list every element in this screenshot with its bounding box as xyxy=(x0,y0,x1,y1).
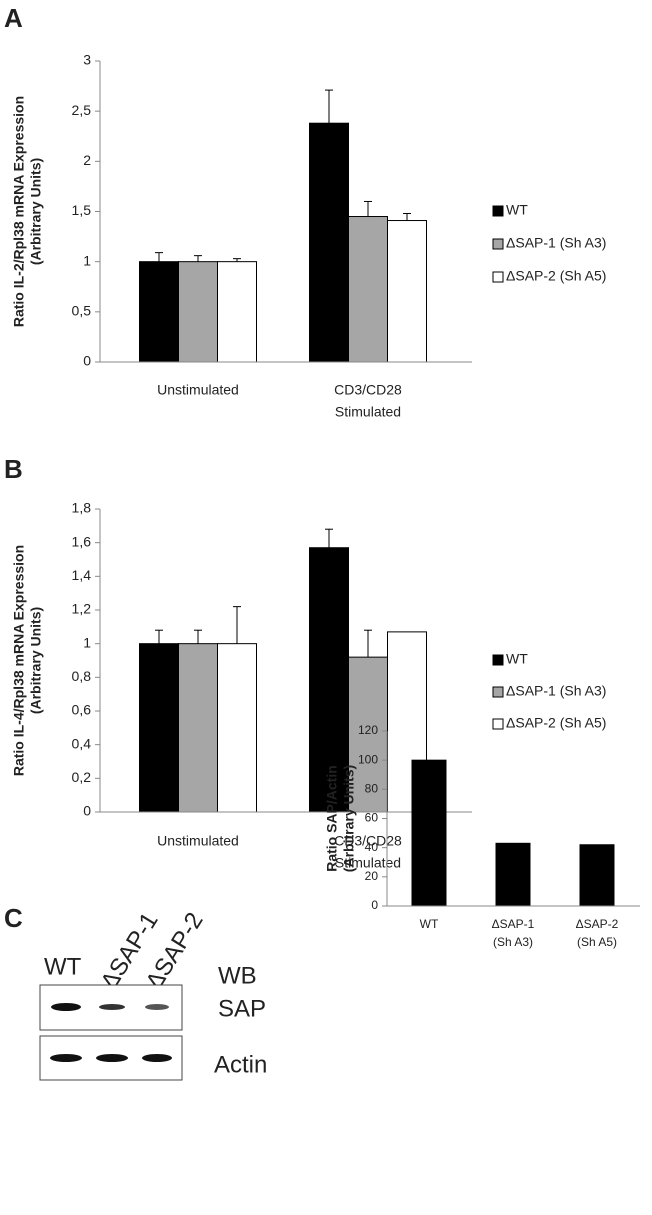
blot-row-label: SAP xyxy=(218,995,266,1022)
y-tick-label: 0 xyxy=(83,353,91,369)
legend-swatch xyxy=(492,271,504,283)
bar xyxy=(217,643,257,813)
x-tick-label: ΔSAP-1 xyxy=(492,917,535,931)
x-tick-label: (Sh A5) xyxy=(577,935,617,949)
x-tick-label: CD3/CD28 xyxy=(334,833,402,849)
error-bar xyxy=(155,252,163,262)
legend-label: ΔSAP-2 (Sh A5) xyxy=(506,715,606,731)
y-tick-label: 1,2 xyxy=(72,601,92,617)
x-tick-label: Unstimulated xyxy=(157,382,239,398)
y-axis-label: Ratio IL-4/Rpl38 mRNA Expression xyxy=(11,545,27,776)
y-tick-label: 3 xyxy=(83,52,91,68)
y-tick-label: 120 xyxy=(358,723,378,737)
y-tick-label: 0,2 xyxy=(72,769,92,785)
y-tick-label: 1 xyxy=(83,252,91,268)
blot-method: WB xyxy=(218,962,257,989)
bar xyxy=(139,643,179,813)
x-tick-label: Unstimulated xyxy=(157,833,239,849)
error-bar xyxy=(403,213,411,221)
y-tick-label: 1,5 xyxy=(72,202,92,218)
y-tick-label: 20 xyxy=(365,869,379,883)
legend-label: ΔSAP-1 (Sh A3) xyxy=(506,683,606,699)
y-tick-label: 2,5 xyxy=(72,102,92,118)
bar xyxy=(348,656,388,813)
band xyxy=(96,1054,128,1062)
y-tick-label: 80 xyxy=(365,782,379,796)
band xyxy=(142,1054,172,1062)
panel-label: A xyxy=(4,3,23,33)
legend-swatch xyxy=(492,205,504,217)
error-bar xyxy=(233,258,241,262)
y-tick-label: 0 xyxy=(83,803,91,819)
bar xyxy=(411,759,447,907)
y-tick-label: 0 xyxy=(371,898,378,912)
y-tick-label: 40 xyxy=(365,840,379,854)
panel-label: B xyxy=(4,454,23,484)
error-bar xyxy=(364,200,372,217)
bar xyxy=(579,844,615,907)
bar xyxy=(348,216,388,363)
legend-swatch xyxy=(492,718,504,730)
bar xyxy=(178,643,218,813)
y-tick-label: 60 xyxy=(365,811,379,825)
error-bar xyxy=(155,629,163,644)
y-tick-label: 1,4 xyxy=(72,567,92,583)
legend-swatch xyxy=(492,686,504,698)
legend-label: WT xyxy=(506,202,528,218)
y-axis-label: (Arbitrary Units) xyxy=(28,607,44,714)
x-tick-label: (Sh A3) xyxy=(493,935,533,949)
y-axis-label: Ratio IL-2/Rpl38 mRNA Expression xyxy=(11,96,27,327)
bar xyxy=(217,261,257,363)
panel-label: C xyxy=(4,903,23,933)
y-axis-label: Ratio SAP/Actin xyxy=(324,765,340,872)
y-tick-label: 2 xyxy=(83,152,91,168)
band xyxy=(145,1004,169,1010)
error-bar xyxy=(325,89,333,124)
y-tick-label: 0,6 xyxy=(72,702,92,718)
bar xyxy=(309,122,349,363)
legend-label: ΔSAP-1 (Sh A3) xyxy=(506,235,606,251)
y-axis-label: (Arbitrary Units) xyxy=(341,765,357,872)
error-bar xyxy=(194,255,202,262)
error-bar xyxy=(194,629,202,644)
x-tick-label: CD3/CD28 xyxy=(334,382,402,398)
band xyxy=(51,1003,81,1011)
x-tick-label: Stimulated xyxy=(335,855,401,871)
error-bar xyxy=(325,528,333,548)
legend-swatch xyxy=(492,654,504,666)
y-tick-label: 1,6 xyxy=(72,533,92,549)
error-bar xyxy=(364,629,372,658)
blot-row-label: Actin xyxy=(214,1051,267,1078)
error-bar xyxy=(233,606,241,644)
y-tick-label: 0,4 xyxy=(72,735,92,751)
bar xyxy=(387,220,427,363)
y-tick-label: 1,8 xyxy=(72,500,92,516)
band xyxy=(50,1054,82,1062)
y-tick-label: 0,8 xyxy=(72,668,92,684)
y-tick-label: 100 xyxy=(358,752,378,766)
y-tick-label: 0,5 xyxy=(72,303,92,319)
bar xyxy=(495,842,531,907)
bar xyxy=(178,261,218,363)
bar xyxy=(139,261,179,363)
y-tick-label: 1 xyxy=(83,634,91,650)
x-tick-label: ΔSAP-2 xyxy=(576,917,619,931)
legend-label: WT xyxy=(506,651,528,667)
x-tick-label: Stimulated xyxy=(335,404,401,420)
legend-swatch xyxy=(492,238,504,250)
legend-label: ΔSAP-2 (Sh A5) xyxy=(506,268,606,284)
lane-label: WT xyxy=(44,953,82,980)
x-tick-label: WT xyxy=(420,917,439,931)
y-axis-label: (Arbitrary Units) xyxy=(28,158,44,265)
band xyxy=(99,1004,125,1010)
